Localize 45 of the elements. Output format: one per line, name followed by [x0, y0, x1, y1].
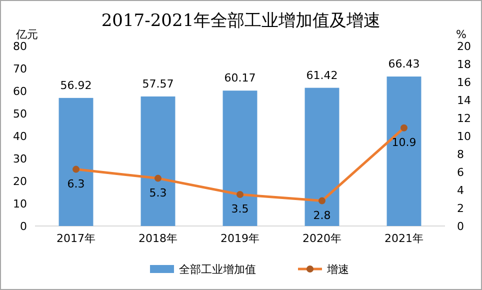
data-label: 66.43	[388, 58, 420, 71]
y-tick-label: 80	[13, 40, 27, 53]
y-tick-label: 60	[13, 85, 27, 98]
y2-tick-label: 18	[457, 58, 471, 71]
y2-tick-label: 2	[457, 202, 464, 215]
y2-tick-label: 6	[457, 166, 464, 179]
y2-tick-label: 0	[457, 220, 464, 233]
data-label: 56.92	[60, 78, 92, 92]
y-tick-label: 30	[13, 152, 27, 166]
y2-tick-label: 10	[457, 130, 471, 143]
bar	[140, 96, 176, 226]
bar	[222, 90, 258, 226]
x-tick-label: 2020年	[302, 232, 342, 245]
y-tick-label: 40	[13, 130, 27, 143]
y2-tick-label: 4	[457, 184, 464, 197]
data-label: 10.9	[392, 136, 416, 149]
y-tick-label: 10	[13, 198, 27, 210]
y-tick-label: 70	[13, 62, 27, 76]
y-tick-label: 20	[13, 175, 27, 188]
legend-label: 增速	[326, 263, 349, 276]
legend-label: 全部工业增加值	[179, 263, 256, 276]
chart-title: 2017-2021年全部工业增加值及增速	[101, 11, 381, 31]
data-label: 61.42	[306, 68, 338, 82]
y-tick-label: 0	[20, 220, 27, 233]
bar	[386, 76, 422, 226]
data-label: 60.17	[224, 72, 256, 85]
y2-axis-title: %	[456, 28, 466, 41]
y2-tick-label: 12	[457, 112, 471, 125]
x-tick-label: 2019年	[220, 232, 260, 245]
bar	[58, 98, 94, 226]
x-tick-label: 2018年	[138, 232, 178, 245]
data-label: 5.3	[149, 186, 167, 200]
y2-tick-label: 14	[457, 94, 471, 107]
bar	[304, 88, 340, 226]
x-tick-label: 2021年	[384, 232, 424, 245]
y2-tick-label: 16	[457, 76, 471, 89]
x-tick-label: 2017年	[56, 232, 96, 245]
y-axis-title: 亿元	[15, 28, 38, 41]
y-tick-label: 50	[13, 108, 27, 120]
y2-tick-label: 20	[457, 40, 471, 53]
data-label: 6.3	[67, 177, 85, 190]
y2-tick-label: 8	[457, 148, 464, 161]
data-label: 3.5	[231, 202, 249, 216]
data-label: 57.57	[142, 77, 174, 90]
data-label: 2.8	[313, 208, 331, 222]
